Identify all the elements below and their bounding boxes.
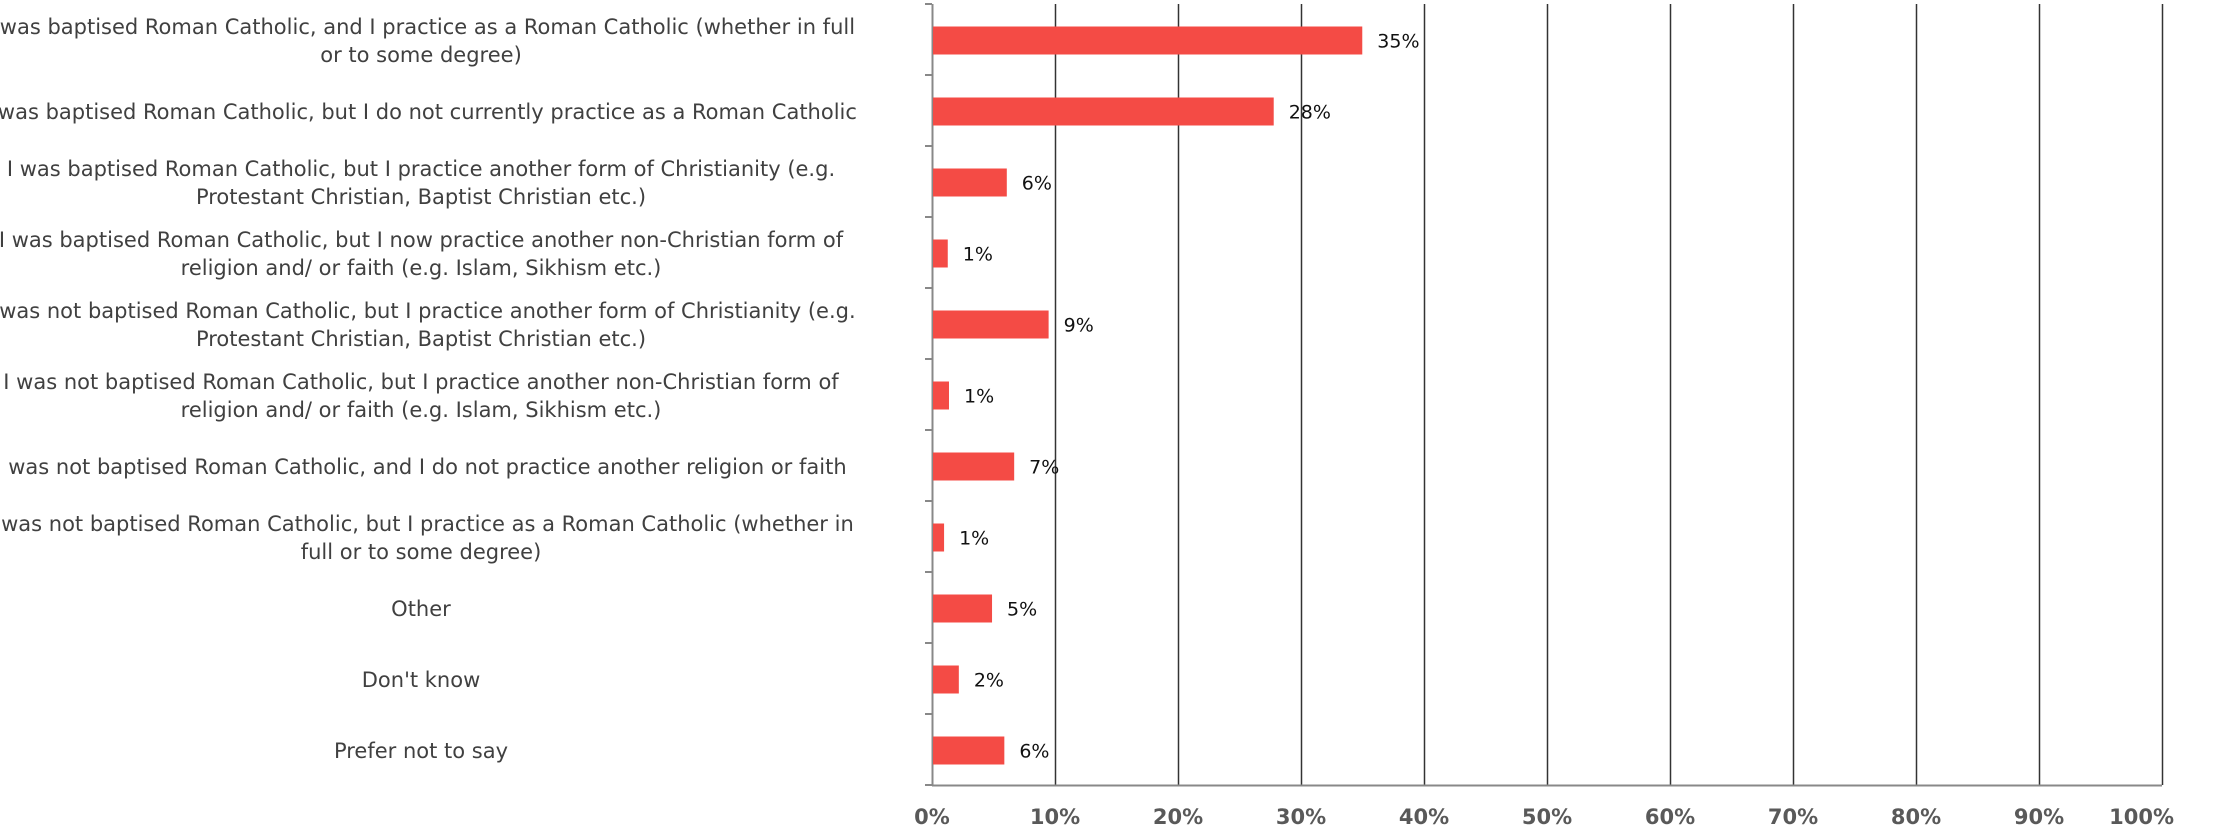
x-tick-label: 100%: [2109, 805, 2174, 827]
data-label: 2%: [974, 670, 1004, 692]
data-label: 28%: [1289, 102, 1331, 124]
bar: [933, 523, 945, 552]
bar: [933, 736, 1005, 765]
x-tick-label: 40%: [1399, 805, 1449, 827]
category-label: Prefer not to say: [333, 738, 509, 763]
bar: [933, 310, 1049, 339]
bar: [933, 168, 1007, 197]
x-tick-label: 20%: [1153, 805, 1203, 827]
bar: [933, 97, 1274, 126]
data-label: 1%: [959, 528, 989, 550]
category-label: I was baptised Roman Catholic, but I pra…: [6, 156, 836, 209]
data-label: 9%: [1064, 315, 1094, 337]
bar: [933, 239, 948, 268]
x-tick-label: 90%: [2014, 805, 2064, 827]
category-label: Don't know: [361, 667, 481, 692]
category-label: Other: [391, 596, 451, 621]
category-label: I was baptised Roman Catholic, and I pra…: [0, 14, 856, 67]
bar: [933, 452, 1015, 481]
x-tick-label: 60%: [1645, 805, 1695, 827]
category-label: I was baptised Roman Catholic, but I do …: [0, 99, 857, 124]
x-tick-label: 80%: [1891, 805, 1941, 827]
data-label: 6%: [1019, 741, 1049, 763]
x-tick-label: 50%: [1522, 805, 1572, 827]
bar: [933, 381, 949, 410]
data-label: 1%: [963, 244, 993, 266]
category-label: I was baptised Roman Catholic, but I now…: [0, 227, 844, 280]
bar: [933, 665, 959, 694]
data-label: 5%: [1007, 599, 1037, 621]
data-label: 6%: [1022, 173, 1052, 195]
data-label: 35%: [1377, 31, 1419, 53]
category-label: I was not baptised Roman Catholic, but I…: [3, 369, 839, 422]
category-label: I was not baptised Roman Catholic, and I…: [0, 454, 847, 479]
data-label: 7%: [1029, 457, 1059, 479]
data-label: 1%: [964, 386, 994, 408]
bar: [933, 594, 993, 623]
bar: [933, 26, 1363, 55]
category-label: I was not baptised Roman Catholic, but I…: [0, 298, 856, 351]
x-tick-label: 30%: [1276, 805, 1326, 827]
x-tick-label: 10%: [1030, 805, 1080, 827]
x-tick-label: 0%: [914, 805, 950, 827]
category-label: I was not baptised Roman Catholic, but I…: [0, 511, 854, 564]
x-tick-label: 70%: [1768, 805, 1818, 827]
